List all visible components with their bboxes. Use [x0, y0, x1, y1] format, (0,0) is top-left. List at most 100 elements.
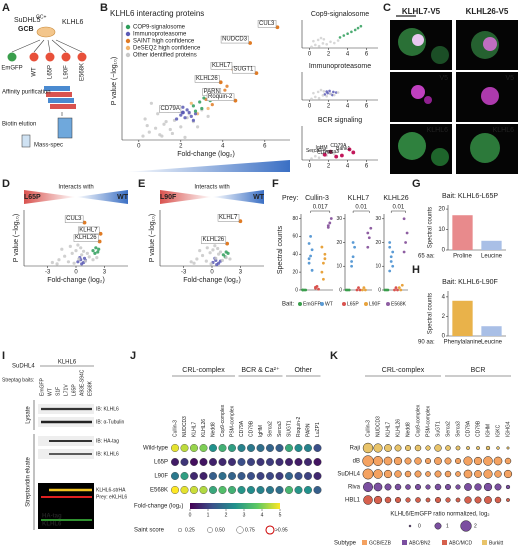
column-label: PSM-complex — [425, 405, 431, 437]
legend-swatch — [362, 540, 367, 545]
panel-title: KLHL6 interacting proteins — [110, 9, 204, 18]
annotation-box — [77, 226, 100, 235]
ratio-dot — [373, 482, 383, 492]
y-tick-label: 0 — [442, 334, 446, 340]
column-label: CD79A — [465, 420, 471, 437]
ratio-dot — [424, 457, 432, 465]
x-tick-label: Phenylalanine — [444, 340, 482, 346]
ratio-dot — [362, 455, 374, 467]
legend-swatch — [298, 302, 302, 306]
x-tick-label: -3 — [45, 270, 51, 276]
point — [332, 90, 335, 94]
y-axis-label: P value (−log₁₀) — [111, 57, 118, 106]
fold-change-dot — [266, 472, 275, 481]
fold-change-dot — [237, 486, 246, 495]
annotation: Serca3 — [323, 149, 339, 155]
annotation: SUGT1 — [233, 67, 254, 73]
size-legend-label: 0.75 — [245, 527, 255, 533]
bait-label: WT — [32, 67, 38, 77]
annotation: CD79B — [317, 150, 334, 156]
replicate-point — [366, 245, 370, 249]
fold-change-dot — [294, 458, 303, 467]
fold-change-dot — [313, 458, 322, 467]
annotated-point — [225, 241, 230, 246]
replicate-point — [357, 286, 360, 290]
replicate-point — [388, 241, 392, 244]
panel-title: Cop9-signalosome — [311, 11, 369, 18]
point — [322, 148, 326, 151]
replicate-point — [391, 264, 395, 268]
prey-name: KLHL7 — [348, 195, 370, 202]
lanes-title: Streptag baits: — [2, 377, 34, 383]
point — [317, 96, 321, 100]
annotation-box — [201, 236, 227, 244]
ratio-dot — [425, 484, 431, 490]
row-label: SuDHL4 — [337, 472, 360, 478]
ratio-dot — [394, 444, 402, 452]
panel-label: I — [2, 350, 5, 362]
section-label: Lysate — [26, 406, 32, 424]
annotation: CD79A — [161, 106, 180, 112]
left-label: L90F — [160, 194, 177, 201]
annotation: KLHL7 — [219, 215, 238, 221]
replicate-point — [328, 221, 332, 225]
replicate-point — [389, 260, 393, 263]
point — [310, 45, 313, 49]
point — [198, 100, 202, 104]
prey-title: Prey: — [282, 195, 298, 202]
ratio-dot — [394, 496, 402, 504]
point — [80, 253, 84, 257]
legend-label: Other identified proteins — [133, 53, 197, 59]
point — [329, 92, 332, 96]
annotation: KLHL26 — [75, 235, 97, 241]
fold-change-dot — [246, 444, 255, 453]
blot-label: IB: HA-tag — [96, 438, 119, 444]
annotated-point — [97, 239, 102, 244]
annotated-point — [98, 231, 103, 236]
point — [336, 149, 340, 153]
column-label: IGKC — [495, 424, 501, 437]
point — [55, 262, 59, 266]
annotated-point — [340, 153, 344, 158]
point — [321, 42, 325, 45]
annotated-point — [181, 110, 185, 115]
significance-bracket — [390, 210, 406, 213]
annotation: IgHM — [316, 145, 328, 151]
column-label: Serca2 — [445, 421, 451, 437]
prey-name: Cullin-3 — [305, 195, 329, 202]
ratio-dot — [464, 483, 472, 491]
legend-label: WT — [325, 301, 333, 307]
point — [70, 251, 74, 255]
fold-change-dot — [208, 472, 217, 481]
fold-change-dot — [227, 472, 236, 481]
position-label: 65 aa: — [418, 254, 435, 260]
fold-change-dot — [218, 458, 227, 467]
group-header: Other — [294, 367, 312, 374]
annotation: KLHL26 — [202, 237, 224, 243]
ratio-dot — [425, 445, 431, 451]
point — [66, 260, 71, 264]
y-tick-label: 2 — [442, 314, 446, 320]
replicate-point — [329, 217, 333, 220]
point — [189, 114, 193, 118]
fold-change-dot — [208, 444, 217, 453]
lane-label: L65P — [71, 384, 77, 396]
replicate-point — [391, 250, 395, 254]
fold-change-dot — [246, 486, 255, 495]
legend-label: ABC/MCD — [449, 540, 472, 546]
ratio-dot — [494, 483, 502, 491]
ratio-dot — [474, 483, 482, 491]
fold-change-dot — [304, 444, 313, 453]
x-tick-label: 2 — [327, 104, 331, 110]
y-tick-label: 20 — [375, 240, 381, 246]
point — [94, 246, 98, 250]
annotated-point — [254, 71, 259, 76]
ratio-dot — [383, 456, 393, 466]
point — [213, 244, 217, 248]
x-tick-label: 3 — [103, 270, 107, 276]
x-tick-label: 0 — [308, 164, 312, 170]
point — [218, 250, 223, 254]
ratio-dot — [414, 444, 422, 452]
fold-change-dot — [313, 472, 322, 481]
replicate-point — [388, 245, 392, 249]
